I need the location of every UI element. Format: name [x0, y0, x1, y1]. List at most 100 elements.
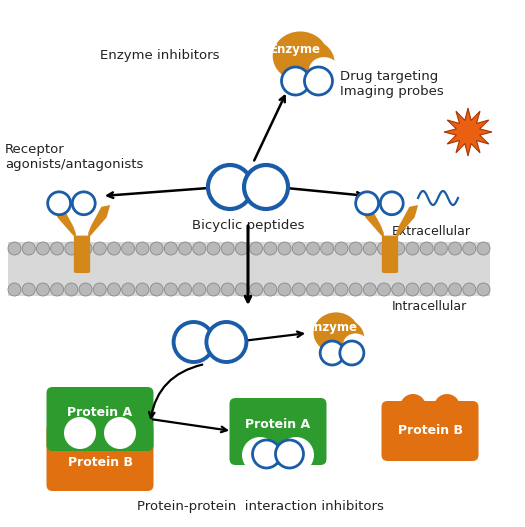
Circle shape — [136, 242, 149, 255]
Ellipse shape — [313, 313, 359, 353]
Circle shape — [363, 283, 376, 296]
Circle shape — [349, 283, 362, 296]
Text: Bicyclic peptides: Bicyclic peptides — [192, 219, 304, 232]
Circle shape — [400, 394, 426, 420]
Circle shape — [178, 283, 192, 296]
Circle shape — [136, 283, 149, 296]
Circle shape — [434, 242, 447, 255]
Circle shape — [392, 283, 405, 296]
Circle shape — [221, 242, 234, 255]
FancyBboxPatch shape — [229, 398, 327, 465]
Circle shape — [65, 242, 78, 255]
Circle shape — [8, 283, 21, 296]
Circle shape — [104, 417, 136, 449]
Circle shape — [79, 242, 92, 255]
Circle shape — [122, 283, 135, 296]
Ellipse shape — [309, 57, 339, 84]
Text: Drug targeting
Imaging probes: Drug targeting Imaging probes — [340, 70, 444, 98]
Circle shape — [292, 242, 305, 255]
Circle shape — [276, 440, 303, 468]
Text: Protein-protein  interaction inhibitors: Protein-protein interaction inhibitors — [136, 500, 383, 513]
Circle shape — [264, 283, 277, 296]
Text: Receptor
agonists/antagonists: Receptor agonists/antagonists — [5, 143, 143, 171]
Text: Enzyme inhibitors: Enzyme inhibitors — [100, 48, 219, 62]
Circle shape — [93, 242, 106, 255]
Circle shape — [22, 283, 35, 296]
Circle shape — [193, 242, 206, 255]
Circle shape — [420, 242, 433, 255]
Text: Protein B: Protein B — [397, 425, 463, 437]
Circle shape — [79, 283, 92, 296]
Text: Enzyme: Enzyme — [307, 321, 358, 334]
FancyBboxPatch shape — [382, 401, 478, 461]
Circle shape — [253, 440, 280, 468]
Text: Enzyme: Enzyme — [270, 43, 321, 56]
Circle shape — [320, 341, 344, 365]
Circle shape — [8, 242, 21, 255]
FancyBboxPatch shape — [74, 236, 90, 273]
Circle shape — [244, 165, 288, 209]
Circle shape — [448, 283, 461, 296]
Circle shape — [249, 283, 262, 296]
Circle shape — [50, 242, 64, 255]
Polygon shape — [54, 205, 76, 239]
Circle shape — [406, 242, 419, 255]
Circle shape — [50, 283, 64, 296]
Circle shape — [178, 242, 192, 255]
Circle shape — [108, 283, 120, 296]
Circle shape — [434, 394, 460, 420]
Circle shape — [122, 242, 135, 255]
Circle shape — [292, 283, 305, 296]
Circle shape — [174, 322, 214, 362]
Circle shape — [380, 192, 403, 214]
Ellipse shape — [343, 334, 368, 355]
Circle shape — [242, 437, 278, 473]
Circle shape — [340, 341, 364, 365]
Circle shape — [235, 283, 248, 296]
Circle shape — [307, 242, 319, 255]
Circle shape — [477, 283, 490, 296]
Circle shape — [335, 242, 348, 255]
Text: Protein A: Protein A — [67, 406, 132, 419]
Circle shape — [164, 242, 177, 255]
Circle shape — [278, 437, 314, 473]
Ellipse shape — [323, 319, 364, 355]
Circle shape — [420, 283, 433, 296]
Circle shape — [72, 192, 95, 214]
Text: Protein A: Protein A — [246, 417, 311, 431]
Circle shape — [207, 283, 220, 296]
Text: Extracellular: Extracellular — [392, 225, 471, 238]
Circle shape — [463, 283, 476, 296]
Circle shape — [434, 283, 447, 296]
Circle shape — [392, 242, 405, 255]
Circle shape — [278, 242, 291, 255]
FancyBboxPatch shape — [382, 236, 398, 273]
Circle shape — [377, 283, 391, 296]
Polygon shape — [362, 205, 384, 239]
Circle shape — [463, 242, 476, 255]
FancyBboxPatch shape — [47, 423, 153, 491]
Circle shape — [64, 417, 96, 449]
Circle shape — [448, 242, 461, 255]
Circle shape — [307, 283, 319, 296]
Ellipse shape — [272, 32, 328, 81]
FancyBboxPatch shape — [47, 387, 153, 451]
Circle shape — [235, 242, 248, 255]
Circle shape — [22, 242, 35, 255]
Circle shape — [206, 322, 246, 362]
Circle shape — [108, 242, 120, 255]
Polygon shape — [444, 108, 492, 156]
Text: Intracellular: Intracellular — [392, 300, 467, 313]
Ellipse shape — [285, 40, 334, 84]
Circle shape — [304, 67, 332, 95]
Circle shape — [164, 283, 177, 296]
Circle shape — [321, 242, 334, 255]
Circle shape — [150, 242, 163, 255]
Circle shape — [363, 242, 376, 255]
Polygon shape — [88, 205, 110, 239]
Text: Protein B: Protein B — [68, 456, 132, 470]
Circle shape — [93, 283, 106, 296]
Circle shape — [335, 283, 348, 296]
Circle shape — [150, 283, 163, 296]
Circle shape — [264, 242, 277, 255]
